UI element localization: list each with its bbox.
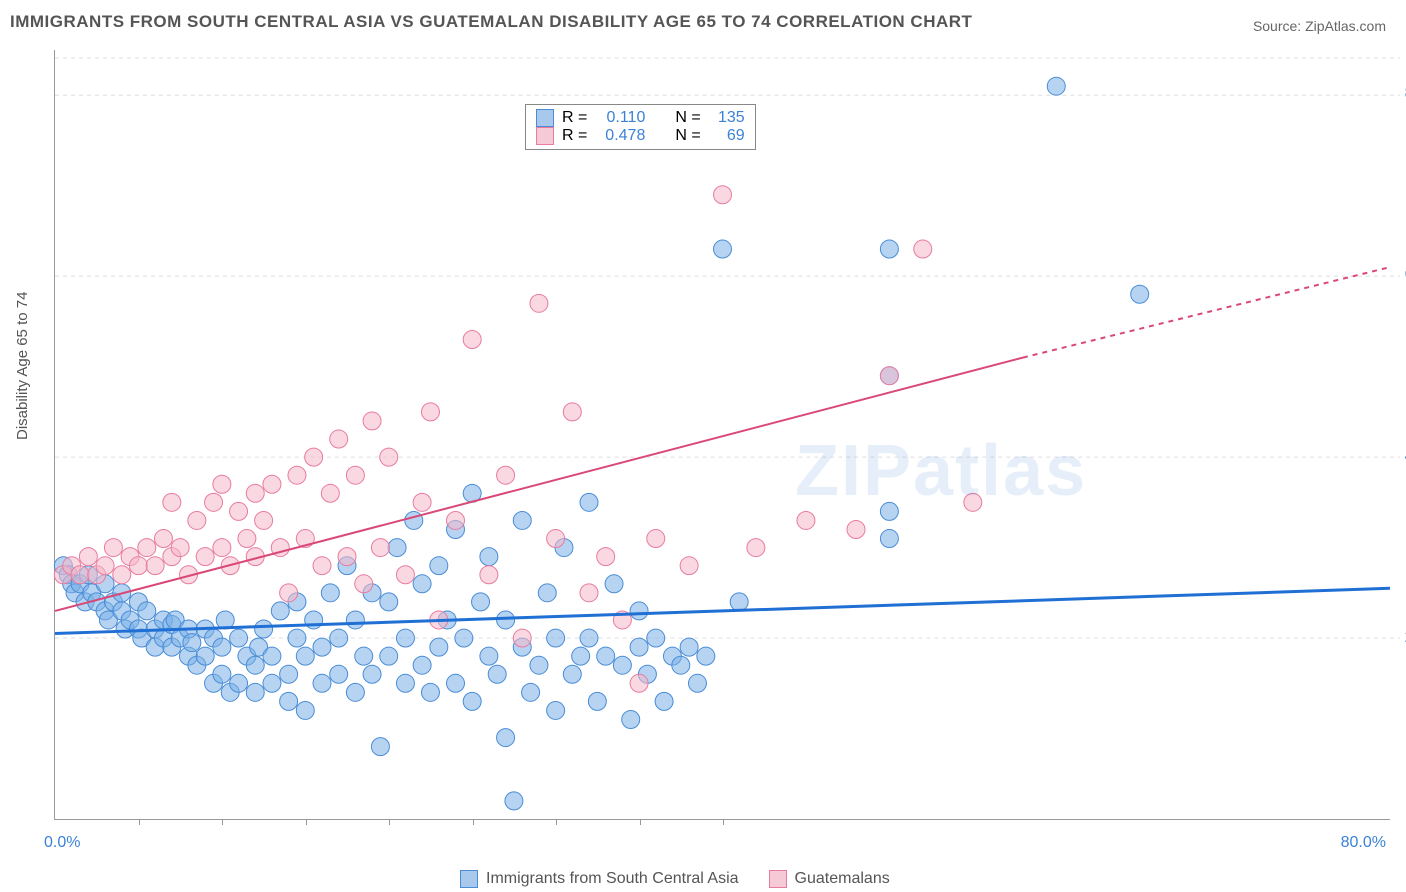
legend-label-b: Guatemalans <box>795 870 890 888</box>
source-attribution: Source: ZipAtlas.com <box>1253 18 1386 34</box>
legend-stats-box: R = 0.110 N = 135 R = 0.478 N = 69 <box>525 104 756 150</box>
r-value-b: 0.478 <box>595 127 645 145</box>
x-tick <box>306 819 307 825</box>
n-label: N = <box>675 109 700 127</box>
r-label: R = <box>562 109 587 127</box>
x-tick <box>723 819 724 825</box>
x-tick <box>473 819 474 825</box>
x-tick <box>640 819 641 825</box>
legend-stats-row-a: R = 0.110 N = 135 <box>536 109 745 127</box>
legend-stats-row-b: R = 0.478 N = 69 <box>536 127 745 145</box>
r-value-a: 0.110 <box>595 109 645 127</box>
plot-area: ZIPatlas 20.0%40.0%60.0%80.0% R = 0.110 … <box>54 50 1390 820</box>
n-value-b: 69 <box>709 127 745 145</box>
legend-swatch-b <box>536 127 554 145</box>
x-axis-max-label: 80.0% <box>1341 834 1386 852</box>
legend-swatch-a-icon <box>460 870 478 888</box>
legend-item-a: Immigrants from South Central Asia <box>460 870 739 888</box>
x-tick <box>556 819 557 825</box>
legend-swatch-a <box>536 109 554 127</box>
y-axis-label: Disability Age 65 to 74 <box>14 292 31 440</box>
legend-item-b: Guatemalans <box>769 870 890 888</box>
x-axis-min-label: 0.0% <box>44 834 80 852</box>
chart-title: IMMIGRANTS FROM SOUTH CENTRAL ASIA VS GU… <box>10 12 972 32</box>
r-label: R = <box>562 127 587 145</box>
x-tick <box>139 819 140 825</box>
legend-swatch-b-icon <box>769 870 787 888</box>
n-value-a: 135 <box>709 109 745 127</box>
legend-series: Immigrants from South Central Asia Guate… <box>460 870 890 888</box>
x-tick <box>222 819 223 825</box>
plot-svg <box>55 50 1390 819</box>
x-tick <box>389 819 390 825</box>
legend-label-a: Immigrants from South Central Asia <box>486 870 739 888</box>
n-label: N = <box>675 127 700 145</box>
